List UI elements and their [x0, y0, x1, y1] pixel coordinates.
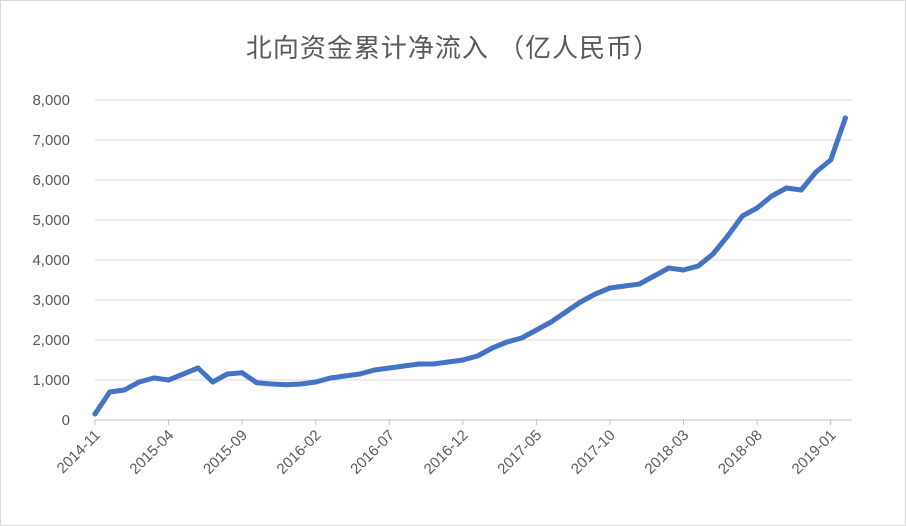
data-point [210, 379, 216, 385]
data-point [298, 381, 304, 387]
plot-area [92, 115, 848, 417]
x-tick-label: 2018-08 [715, 427, 766, 478]
data-point [254, 380, 260, 386]
data-point [460, 357, 466, 363]
data-point [401, 363, 407, 369]
x-tick-label: 2016-02 [274, 427, 325, 478]
data-point [151, 375, 157, 381]
y-tick-label: 1,000 [32, 372, 70, 389]
data-point [651, 273, 657, 279]
data-point [828, 157, 834, 163]
data-point [180, 371, 186, 377]
series-line [92, 115, 848, 417]
data-point [813, 169, 819, 175]
data-point [784, 185, 790, 191]
data-point [92, 411, 98, 417]
data-point [533, 327, 539, 333]
data-point [666, 265, 672, 271]
data-point [121, 387, 127, 393]
y-tick-label: 6,000 [32, 172, 70, 189]
data-point [327, 375, 333, 381]
data-point [195, 365, 201, 371]
x-tick-label: 2018-03 [641, 427, 692, 478]
data-point [357, 371, 363, 377]
x-axis-ticks: 2014-11 2015-04 2015-09 2016-02 2016-07 2016-… [54, 419, 852, 478]
data-point [607, 285, 613, 291]
data-point [592, 291, 598, 297]
data-point [578, 299, 584, 305]
data-point [548, 319, 554, 325]
data-point [798, 187, 804, 193]
data-point [107, 389, 113, 395]
data-point [313, 379, 319, 385]
gridlines [95, 99, 852, 421]
y-tick-label: 7,000 [32, 132, 70, 149]
y-tick-label: 5,000 [32, 212, 70, 229]
y-tick-label: 8,000 [32, 92, 70, 109]
data-point [622, 283, 628, 289]
data-point [695, 263, 701, 269]
y-tick-label: 3,000 [32, 292, 70, 309]
x-tick-label: 2015-09 [200, 427, 251, 478]
y-tick-label: 0 [62, 412, 70, 429]
y-tick-label: 4,000 [32, 252, 70, 269]
data-point [239, 370, 245, 376]
x-tick-label: 2019-01 [789, 427, 840, 478]
data-point [725, 233, 731, 239]
y-axis-ticks: 0 1,000 2,000 3,000 4,000 5,000 6,000 7,000 8,00… [32, 92, 70, 429]
data-point [416, 361, 422, 367]
data-point [430, 361, 436, 367]
data-point [283, 382, 289, 388]
data-point [166, 377, 172, 383]
data-point [563, 309, 569, 315]
data-point [224, 371, 230, 377]
data-point [681, 267, 687, 273]
data-point [842, 115, 848, 121]
data-point [475, 353, 481, 359]
chart-title: 北向资金累计净流入 （亿人民币） [245, 34, 661, 64]
data-point [769, 193, 775, 199]
x-tick-label: 2017-10 [568, 427, 619, 478]
data-point [136, 379, 142, 385]
data-point [504, 339, 510, 345]
data-point [519, 335, 525, 341]
x-tick-label: 2016-12 [421, 427, 472, 478]
x-tick-label: 2016-07 [347, 427, 398, 478]
data-point [710, 251, 716, 257]
data-point [489, 345, 495, 351]
y-tick-label: 2,000 [32, 332, 70, 349]
data-point [445, 359, 451, 365]
x-tick-label: 2015-04 [126, 427, 177, 478]
data-point [754, 205, 760, 211]
data-point [342, 373, 348, 379]
data-point [636, 281, 642, 287]
data-point [372, 367, 378, 373]
data-point [386, 365, 392, 371]
data-point [269, 381, 275, 387]
data-point [739, 213, 745, 219]
x-tick-label: 2014-11 [54, 427, 104, 477]
x-tick-label: 2017-05 [494, 427, 545, 478]
